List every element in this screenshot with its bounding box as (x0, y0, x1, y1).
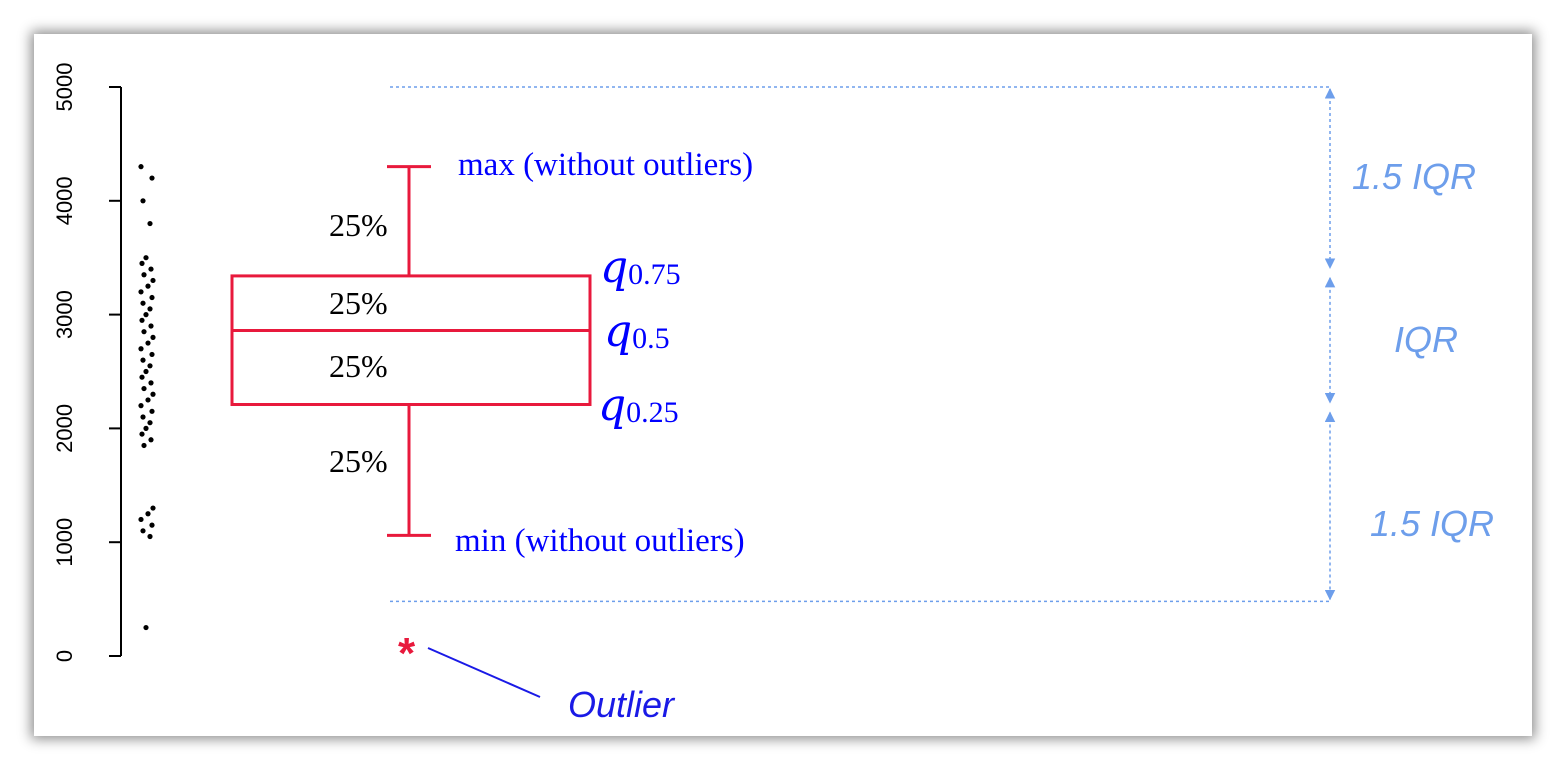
q05-label: q0.5 (604, 306, 670, 357)
outlier-marker: * (398, 629, 416, 678)
data-point (147, 533, 153, 540)
data-point (149, 175, 155, 181)
y-tick-label: 0 (52, 650, 77, 662)
data-point (148, 266, 154, 272)
y-tick-label: 2000 (52, 404, 77, 453)
data-point (148, 323, 154, 329)
iqr-label-middle: IQR (1394, 319, 1458, 360)
data-point (139, 431, 145, 437)
data-point (149, 522, 155, 528)
pct-label-lower-box: 25% (329, 348, 388, 384)
data-point (138, 164, 144, 170)
data-point (150, 391, 156, 397)
data-point (147, 220, 153, 227)
data-point (139, 317, 145, 323)
data-point (138, 516, 144, 523)
q025-label: q0.25 (598, 380, 679, 431)
min-label: min (without outliers) (455, 523, 745, 559)
data-point (148, 437, 154, 443)
outlier-label: Outlier (568, 684, 676, 725)
q075-label: q0.75 (600, 242, 681, 293)
data-point (150, 334, 156, 340)
data-point (143, 368, 149, 375)
data-point (139, 374, 145, 380)
data-point (149, 408, 155, 414)
pct-label-upper-box: 25% (329, 285, 388, 321)
data-point (149, 294, 155, 301)
y-tick-label: 5000 (52, 63, 77, 112)
iqr-label-upper: 1.5 IQR (1352, 156, 1476, 197)
data-point (141, 385, 147, 392)
y-tick-label: 1000 (52, 518, 77, 567)
data-point (140, 357, 146, 363)
data-point (150, 277, 156, 284)
data-point (138, 289, 144, 295)
y-tick-label: 3000 (52, 290, 77, 339)
data-point (145, 340, 151, 346)
data-point (143, 624, 149, 631)
figure-card (34, 34, 1532, 736)
data-point (138, 403, 144, 409)
data-point (147, 363, 153, 369)
data-point (147, 420, 153, 426)
data-point (143, 312, 149, 318)
data-point (143, 255, 149, 261)
data-point (139, 260, 145, 266)
data-point (138, 346, 144, 352)
data-point (141, 329, 147, 335)
data-point (140, 300, 146, 306)
y-tick-label: 4000 (52, 176, 77, 225)
data-point (150, 505, 156, 511)
iqr-label-lower: 1.5 IQR (1370, 503, 1494, 544)
y-axis: 0 1000 2000 3000 4000 5000 (52, 63, 122, 662)
data-point (148, 380, 154, 386)
pct-label-bottom: 25% (329, 443, 388, 479)
data-point (147, 306, 153, 312)
data-point (140, 198, 146, 204)
data-point (149, 351, 155, 358)
data-point (145, 511, 151, 517)
data-point (145, 283, 151, 289)
data-point (141, 442, 147, 449)
iqr-annotations (390, 86, 1336, 603)
boxplot (230, 165, 592, 537)
iqr-box (230, 274, 592, 407)
data-point (145, 397, 151, 403)
max-label: max (without outliers) (458, 147, 753, 183)
data-point (140, 528, 146, 534)
data-point (143, 425, 149, 431)
data-point (140, 414, 146, 420)
data-points (138, 164, 156, 631)
outlier-leader-line (427, 647, 541, 698)
data-point (141, 272, 147, 278)
pct-label-top: 25% (329, 207, 388, 243)
